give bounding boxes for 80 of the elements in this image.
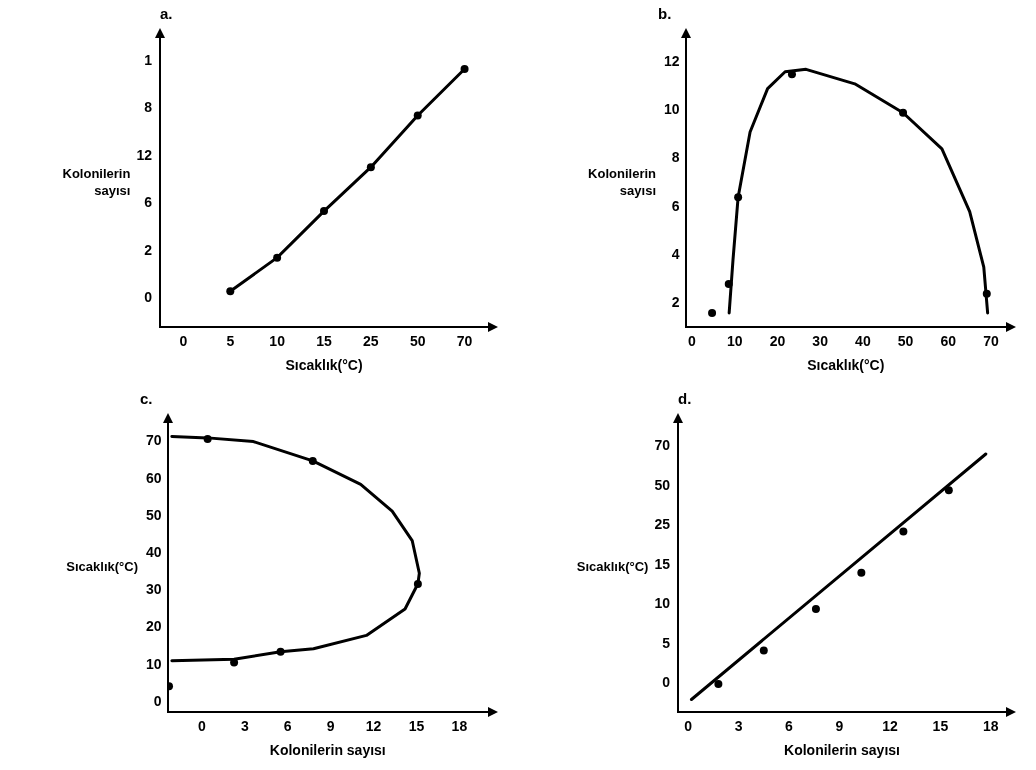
y-tick-label: 12 bbox=[663, 52, 680, 69]
point bbox=[982, 289, 991, 298]
y-tick-label: 30 bbox=[145, 581, 162, 598]
x-tick-label: 12 bbox=[882, 717, 898, 734]
point bbox=[734, 193, 743, 202]
point bbox=[708, 308, 717, 317]
x-axis-title: Sıcaklık(°C) bbox=[285, 357, 363, 374]
x-tick-label: 10 bbox=[726, 332, 743, 349]
x-tick-label: 15 bbox=[316, 332, 332, 349]
chart-title: a. bbox=[160, 5, 173, 23]
x-tick-label: 18 bbox=[983, 717, 999, 734]
x-axis-title: Kolonilerin sayısı bbox=[784, 742, 900, 759]
x-tick-label: 60 bbox=[940, 332, 957, 349]
x-tick-label: 30 bbox=[812, 332, 829, 349]
x-tick-label: 18 bbox=[451, 717, 468, 734]
point bbox=[759, 646, 768, 655]
y-axis-title: Kolonilerin sayısı bbox=[588, 165, 657, 198]
x-tick-label: 50 bbox=[409, 332, 426, 349]
x-tick-label: 20 bbox=[769, 332, 786, 349]
x-tick-label: 0 bbox=[179, 332, 188, 349]
x-tick-label: 5 bbox=[226, 332, 235, 349]
x-tick-label: 15 bbox=[932, 717, 949, 734]
text: 1 bbox=[144, 52, 153, 69]
x-tick-label: 0 bbox=[684, 717, 693, 734]
chart-title: b. bbox=[658, 5, 672, 23]
x-tick-label: 70 bbox=[983, 332, 1000, 349]
y-tick-label: 0 bbox=[153, 692, 162, 709]
x-tick-label: 25 bbox=[363, 332, 379, 349]
text: 5 bbox=[662, 634, 671, 651]
x-tick-label: 50 bbox=[897, 332, 914, 349]
y-tick-label: 70 bbox=[145, 432, 162, 449]
x-tick-label: 6 bbox=[785, 717, 794, 734]
y-tick-label: 50 bbox=[145, 506, 162, 523]
y-tick-label: 10 bbox=[145, 655, 162, 672]
y-tick-label: 20 bbox=[145, 618, 162, 635]
point bbox=[724, 279, 733, 288]
point bbox=[944, 486, 953, 495]
y-tick-label: 6 bbox=[671, 197, 680, 214]
y-tick-label: 4 bbox=[671, 245, 680, 262]
point bbox=[413, 111, 422, 120]
x-tick-label: 0 bbox=[198, 717, 207, 734]
x-tick-label: 6 bbox=[283, 717, 292, 734]
point bbox=[413, 580, 422, 589]
point bbox=[899, 527, 908, 536]
x-tick-label: 9 bbox=[835, 717, 844, 734]
point bbox=[460, 65, 469, 74]
point bbox=[899, 108, 908, 117]
y-tick-label: 10 bbox=[663, 101, 680, 118]
point bbox=[203, 435, 212, 443]
point bbox=[273, 253, 282, 262]
point bbox=[226, 287, 235, 296]
chart-title: d. bbox=[678, 390, 692, 408]
x-tick-label: 0 bbox=[688, 332, 697, 349]
point bbox=[811, 605, 820, 614]
y-axis-title: Sıcaklık(°C) bbox=[576, 559, 649, 575]
point bbox=[857, 568, 866, 577]
x-axis-title: Sıcaklık(°C) bbox=[807, 357, 885, 374]
y-axis-title: Kolonilerin sayısı bbox=[62, 165, 131, 198]
x-tick-label: 3 bbox=[734, 717, 743, 734]
x-tick-label: 40 bbox=[855, 332, 871, 349]
y-tick-label: 2 bbox=[671, 294, 680, 311]
point bbox=[276, 647, 285, 656]
x-tick-label: 70 bbox=[456, 332, 473, 349]
x-tick-label: 10 bbox=[269, 332, 286, 349]
chart-title: c. bbox=[140, 390, 153, 408]
y-tick-label: 60 bbox=[145, 469, 162, 486]
x-tick-label: 9 bbox=[326, 717, 335, 734]
point bbox=[308, 456, 317, 465]
point bbox=[366, 163, 375, 172]
text: 15 bbox=[654, 555, 671, 572]
x-axis-title: Kolonilerin sayısı bbox=[269, 742, 386, 759]
x-tick-label: 3 bbox=[240, 717, 249, 734]
x-tick-label: 15 bbox=[408, 717, 425, 734]
y-tick-label: 8 bbox=[671, 149, 680, 166]
point bbox=[320, 207, 328, 216]
x-tick-label: 12 bbox=[365, 717, 382, 734]
point bbox=[714, 679, 723, 688]
y-axis-title: Sıcaklık(°C) bbox=[66, 559, 138, 575]
text: 25 bbox=[654, 516, 671, 533]
y-tick-label: 40 bbox=[145, 544, 162, 561]
